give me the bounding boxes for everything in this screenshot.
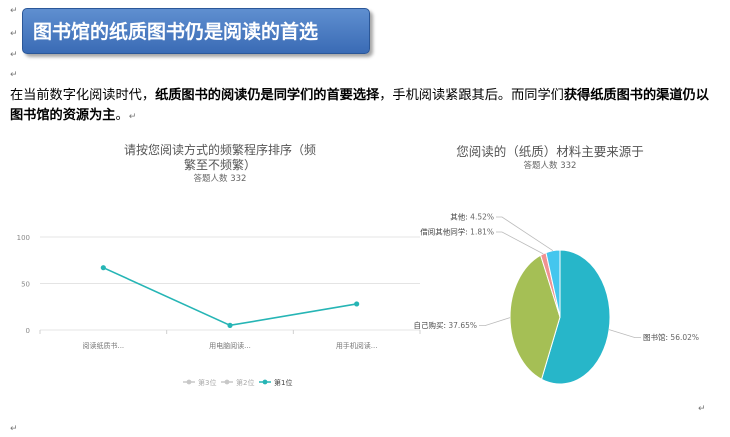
pie-chart-title: 您阅读的（纸质）材料主要来源于 — [456, 144, 644, 159]
slice-label-percent: 1.81% — [470, 228, 494, 237]
slice-label: 其他: 4.52% — [450, 212, 494, 222]
pie-slice — [509, 254, 561, 380]
slice-label-percent: 37.65% — [448, 321, 477, 330]
y-tick-label: 100 — [17, 234, 30, 242]
slice-label-percent: 4.52% — [470, 213, 494, 222]
leader-line — [496, 231, 544, 255]
x-tick-label: 用手机阅读... — [336, 341, 378, 350]
pie-chart-title-block: 您阅读的（纸质）材料主要来源于 答题人数 332 — [440, 144, 660, 172]
paragraph-mark: ↵ — [10, 70, 18, 80]
series-line — [103, 266, 357, 327]
paragraph-mark: ↵ — [128, 112, 137, 122]
slice-label-percent: 56.02% — [670, 333, 699, 342]
bold-text-run: 获得纸质图书的渠道仍以图书馆的资源为主 — [10, 88, 709, 123]
text-run: ，手机阅读紧跟其后。而同学们 — [379, 88, 564, 103]
paragraph-mark: ↵ — [10, 6, 18, 16]
line-chart-subtitle: 答题人数 332 — [193, 174, 247, 184]
slice-label: 自己购买: 37.65% — [413, 320, 477, 330]
legend-label: 第3位 — [198, 378, 216, 387]
bold-text-run: 纸质图书的阅读仍是同学们的首要选择 — [155, 88, 380, 103]
legend-swatch-dot — [262, 379, 268, 385]
paragraph-mark: ↵ — [698, 404, 706, 414]
legend-swatch-dot — [186, 379, 192, 385]
y-tick-label: 0 — [26, 327, 30, 335]
section-heading: 图书馆的纸质图书仍是阅读的首选 — [22, 8, 370, 54]
data-point — [227, 322, 233, 328]
line-chart-title: 请按您阅读方式的频繁程序排序（频繁至不频繁） — [123, 143, 316, 172]
leader-line — [479, 317, 511, 327]
text-run: 在当前数字化阅读时代， — [10, 88, 156, 103]
leader-line — [608, 329, 641, 338]
paragraph-mark: ↵ — [10, 50, 18, 60]
y-tick-label: 50 — [21, 281, 30, 289]
line-chart-title-block: 请按您阅读方式的频繁程序排序（频繁至不频繁） 答题人数 332 — [120, 143, 320, 185]
leader-line — [496, 216, 554, 252]
data-point — [354, 301, 360, 307]
slice-label-name: 图书馆: — [643, 332, 670, 342]
slice-label-name: 自己购买: — [413, 320, 448, 330]
legend-swatch-dot — [224, 379, 230, 385]
slice-label: 借阅其他同学: 1.81% — [420, 227, 494, 237]
pie-chart-subtitle: 答题人数 332 — [523, 161, 577, 171]
paragraph-mark: ↵ — [10, 424, 18, 434]
slice-label-name: 借阅其他同学: — [420, 227, 470, 237]
slice-label-name: 其他: — [450, 212, 470, 222]
text-run: 。 — [115, 108, 129, 123]
legend-label: 第2位 — [236, 378, 254, 387]
data-point — [100, 265, 106, 271]
x-tick-label: 阅读纸质书... — [82, 341, 124, 350]
paragraph-mark: ↵ — [10, 29, 18, 39]
pie-slice — [540, 249, 611, 385]
body-paragraph: 在当前数字化阅读时代，纸质图书的阅读仍是同学们的首要选择，手机阅读紧跟其后。而同… — [10, 86, 722, 127]
slice-label: 图书馆: 56.02% — [643, 332, 699, 342]
legend-label: 第1位 — [274, 378, 292, 387]
x-tick-label: 用电脑阅读... — [209, 341, 251, 350]
